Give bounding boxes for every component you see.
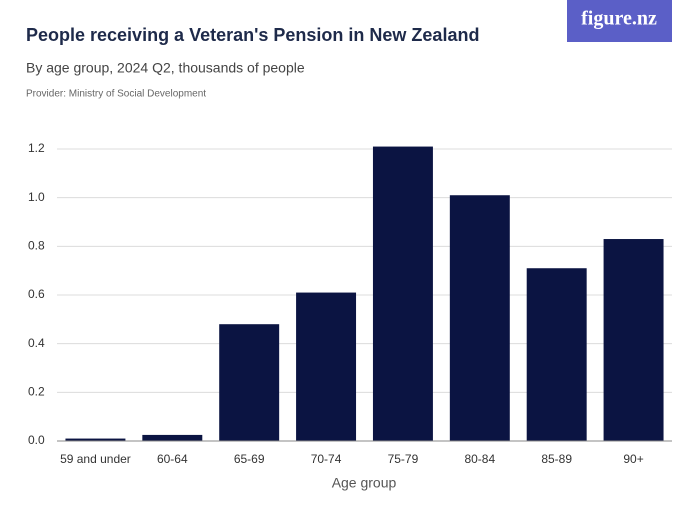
y-tick-label: 1.2: [28, 141, 45, 155]
bar: [372, 146, 433, 442]
bar: [142, 434, 203, 441]
x-tick-label: 59 and under: [60, 452, 131, 466]
y-tick-label: 0.6: [28, 287, 45, 301]
bar: [65, 438, 126, 441]
x-tick-label: 65-69: [234, 452, 265, 466]
bar: [603, 239, 664, 441]
chart-title: People receiving a Veteran's Pension in …: [26, 25, 479, 45]
x-tick-label: 85-89: [541, 452, 572, 466]
bar: [449, 195, 510, 441]
bar: [526, 268, 587, 441]
logo: figure.nz: [581, 8, 657, 30]
y-tick-label: 1.0: [28, 190, 45, 204]
y-tick-label: 0.2: [28, 385, 45, 399]
x-tick-label: 75-79: [388, 452, 419, 466]
bar: [219, 324, 280, 441]
x-tick-label: 70-74: [311, 452, 342, 466]
y-tick-label: 0.4: [28, 336, 45, 350]
provider: Provider: Ministry of Social Development: [26, 89, 206, 100]
x-axis-label: Age group: [332, 475, 397, 491]
bar: [296, 292, 357, 441]
x-tick-label: 90+: [623, 452, 643, 466]
chart-subtitle: By age group, 2024 Q2, thousands of peop…: [26, 60, 305, 76]
y-tick-label: 0.0: [28, 433, 45, 447]
y-tick-label: 0.8: [28, 239, 45, 253]
logo-box: [567, 0, 672, 42]
x-tick-label: 80-84: [464, 452, 495, 466]
x-tick-label: 60-64: [157, 452, 188, 466]
